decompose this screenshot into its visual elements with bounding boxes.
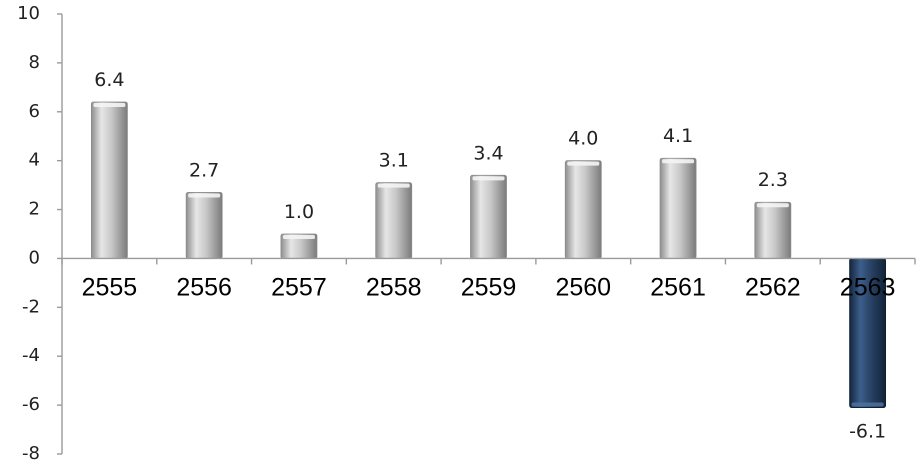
y-tick-label: 4 — [29, 150, 40, 171]
y-tick-label: 0 — [29, 247, 40, 268]
y-tick-label: -6 — [22, 394, 40, 415]
data-label: 3.1 — [379, 150, 409, 172]
bar-highlight — [93, 103, 126, 107]
y-axis: 10 8 6 4 2 0 -2 -4 -6 -8 — [17, 3, 63, 464]
data-label: 4.1 — [663, 125, 693, 147]
category-label: 2558 — [366, 273, 422, 301]
bar-2559 — [470, 174, 507, 259]
category-label: 2555 — [82, 273, 138, 301]
category-label: 2562 — [745, 273, 801, 301]
y-tick-label: -8 — [22, 443, 40, 464]
data-label: -6.1 — [849, 421, 886, 443]
bars — [90, 101, 887, 408]
bar-highlight — [851, 402, 884, 407]
bar-2556 — [185, 192, 223, 259]
category-label: 2559 — [461, 273, 517, 301]
y-tick-label: 8 — [29, 52, 40, 73]
y-tick-label: -2 — [22, 296, 40, 317]
y-tick-label: 6 — [29, 101, 40, 122]
bar-2562 — [754, 201, 792, 259]
category-label: 2556 — [176, 273, 232, 301]
labels: 6.4 2555 2.7 2556 1.0 2557 3.1 2558 3.4 2559 4.0 25… — [82, 69, 896, 443]
data-label: 4.0 — [568, 128, 598, 150]
bar-2558 — [375, 182, 413, 259]
bar-highlight — [472, 176, 505, 181]
category-label: 2557 — [271, 273, 327, 301]
bar-highlight — [567, 161, 600, 166]
bar-2560 — [564, 160, 602, 259]
y-tick-label: 2 — [29, 199, 40, 220]
bar-highlight — [756, 203, 789, 208]
category-label: 2560 — [555, 273, 611, 301]
category-label: 2563 — [840, 273, 896, 301]
bar-2561 — [659, 157, 697, 259]
x-axis — [61, 257, 916, 265]
bar-highlight — [662, 159, 695, 164]
bar-highlight — [377, 183, 410, 188]
y-tick-label: -4 — [22, 345, 40, 366]
data-label: 2.3 — [758, 169, 788, 191]
bar-2555 — [90, 101, 128, 259]
bar-highlight — [188, 193, 221, 198]
y-tick-label: 10 — [17, 3, 40, 24]
data-label: 3.4 — [473, 142, 503, 164]
category-label: 2561 — [650, 273, 706, 301]
bar-highlight — [282, 235, 315, 239]
data-label: 2.7 — [189, 159, 219, 181]
data-label: 1.0 — [284, 201, 314, 223]
data-label: 6.4 — [94, 69, 124, 91]
